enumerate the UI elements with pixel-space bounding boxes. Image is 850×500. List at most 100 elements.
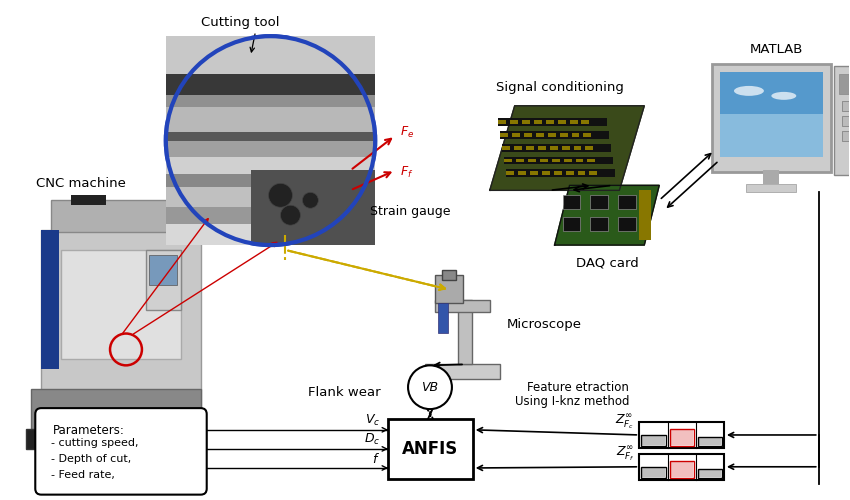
FancyBboxPatch shape: [149, 255, 177, 285]
FancyBboxPatch shape: [42, 230, 201, 429]
FancyBboxPatch shape: [530, 172, 538, 175]
FancyBboxPatch shape: [618, 217, 637, 231]
FancyBboxPatch shape: [498, 120, 506, 124]
FancyBboxPatch shape: [26, 429, 206, 449]
FancyBboxPatch shape: [643, 468, 665, 476]
FancyBboxPatch shape: [618, 196, 637, 209]
FancyBboxPatch shape: [563, 196, 581, 209]
FancyBboxPatch shape: [562, 146, 570, 150]
FancyBboxPatch shape: [36, 408, 207, 494]
FancyBboxPatch shape: [166, 36, 375, 74]
FancyBboxPatch shape: [166, 186, 375, 208]
FancyBboxPatch shape: [571, 132, 580, 136]
FancyBboxPatch shape: [388, 419, 473, 478]
FancyBboxPatch shape: [540, 158, 547, 162]
Ellipse shape: [734, 86, 764, 96]
Text: VB: VB: [422, 380, 439, 394]
FancyBboxPatch shape: [565, 172, 574, 175]
FancyBboxPatch shape: [538, 146, 546, 150]
Text: $F_e$: $F_e$: [400, 125, 414, 140]
FancyBboxPatch shape: [166, 94, 375, 107]
FancyBboxPatch shape: [699, 470, 721, 476]
FancyBboxPatch shape: [746, 184, 796, 192]
FancyBboxPatch shape: [166, 224, 375, 245]
Text: Signal conditioning: Signal conditioning: [496, 81, 624, 94]
FancyBboxPatch shape: [166, 208, 375, 224]
Text: DAQ card: DAQ card: [576, 257, 639, 270]
FancyBboxPatch shape: [438, 302, 448, 332]
Text: Feature etraction: Feature etraction: [528, 381, 629, 394]
FancyBboxPatch shape: [31, 389, 201, 431]
FancyBboxPatch shape: [553, 172, 562, 175]
FancyBboxPatch shape: [587, 158, 596, 162]
FancyBboxPatch shape: [37, 447, 51, 455]
Text: ANFIS: ANFIS: [402, 440, 459, 458]
FancyBboxPatch shape: [834, 66, 850, 176]
FancyBboxPatch shape: [524, 132, 531, 136]
FancyBboxPatch shape: [591, 217, 609, 231]
FancyBboxPatch shape: [512, 132, 519, 136]
FancyBboxPatch shape: [720, 72, 823, 114]
FancyBboxPatch shape: [166, 107, 375, 132]
Text: Cutting tool: Cutting tool: [201, 16, 280, 29]
FancyBboxPatch shape: [575, 158, 583, 162]
Circle shape: [408, 366, 452, 409]
FancyBboxPatch shape: [839, 74, 850, 94]
Text: $F_f$: $F_f$: [400, 165, 413, 180]
FancyBboxPatch shape: [546, 120, 553, 124]
FancyBboxPatch shape: [186, 447, 201, 455]
Text: MATLAB: MATLAB: [750, 43, 803, 56]
FancyBboxPatch shape: [570, 120, 577, 124]
FancyBboxPatch shape: [513, 146, 522, 150]
FancyBboxPatch shape: [699, 438, 721, 445]
FancyBboxPatch shape: [550, 146, 558, 150]
FancyBboxPatch shape: [591, 196, 609, 209]
FancyBboxPatch shape: [698, 437, 722, 446]
FancyBboxPatch shape: [586, 146, 593, 150]
FancyBboxPatch shape: [712, 64, 830, 172]
Polygon shape: [490, 106, 644, 190]
FancyBboxPatch shape: [504, 156, 614, 164]
FancyBboxPatch shape: [42, 230, 60, 370]
FancyBboxPatch shape: [536, 132, 544, 136]
FancyBboxPatch shape: [51, 200, 181, 232]
FancyBboxPatch shape: [641, 467, 666, 477]
FancyBboxPatch shape: [504, 158, 512, 162]
FancyBboxPatch shape: [166, 140, 375, 158]
FancyBboxPatch shape: [458, 300, 472, 364]
Circle shape: [166, 36, 375, 245]
Text: - cutting speed,: - cutting speed,: [51, 438, 139, 448]
FancyBboxPatch shape: [528, 158, 536, 162]
Text: $f$: $f$: [372, 452, 380, 466]
FancyBboxPatch shape: [589, 172, 598, 175]
FancyBboxPatch shape: [251, 170, 375, 245]
Text: Parameters:: Parameters:: [54, 424, 125, 437]
FancyBboxPatch shape: [564, 158, 571, 162]
FancyBboxPatch shape: [518, 172, 525, 175]
Text: $Z_{F_c}^{\infty}$: $Z_{F_c}^{\infty}$: [615, 413, 634, 432]
FancyBboxPatch shape: [547, 132, 556, 136]
FancyBboxPatch shape: [639, 422, 724, 448]
FancyBboxPatch shape: [574, 146, 581, 150]
FancyBboxPatch shape: [502, 146, 510, 150]
FancyBboxPatch shape: [558, 120, 565, 124]
FancyBboxPatch shape: [643, 436, 665, 445]
Ellipse shape: [771, 92, 796, 100]
FancyBboxPatch shape: [842, 130, 850, 140]
FancyBboxPatch shape: [498, 118, 608, 126]
Text: Using I-knz method: Using I-knz method: [515, 395, 629, 408]
FancyBboxPatch shape: [639, 454, 724, 479]
FancyBboxPatch shape: [581, 120, 589, 124]
FancyBboxPatch shape: [502, 144, 611, 152]
FancyBboxPatch shape: [842, 116, 850, 126]
Circle shape: [303, 192, 319, 208]
Text: $V_c$: $V_c$: [365, 412, 380, 428]
FancyBboxPatch shape: [577, 172, 586, 175]
FancyBboxPatch shape: [552, 158, 559, 162]
Text: Microscope: Microscope: [507, 318, 581, 331]
FancyBboxPatch shape: [500, 132, 507, 136]
FancyBboxPatch shape: [541, 172, 550, 175]
FancyBboxPatch shape: [563, 217, 581, 231]
FancyBboxPatch shape: [500, 130, 609, 138]
Text: $Z_{F_f}^{\infty}$: $Z_{F_f}^{\infty}$: [615, 444, 634, 464]
